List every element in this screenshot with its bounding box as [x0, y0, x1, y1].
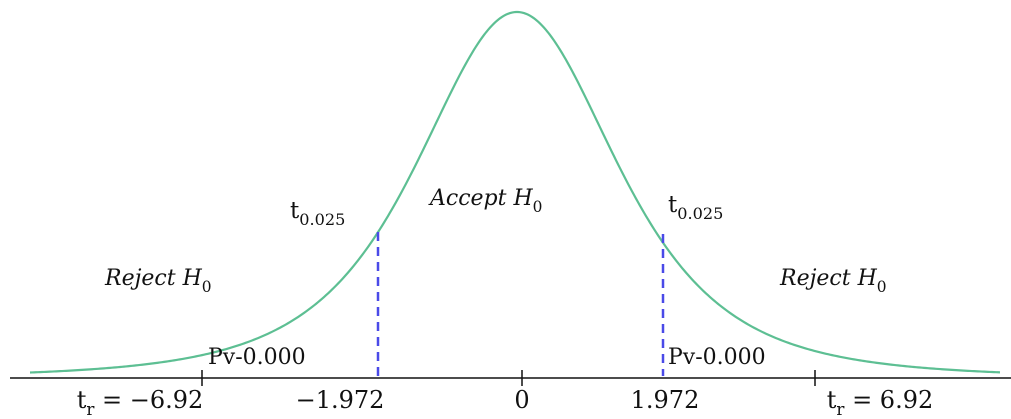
text-part: t — [290, 198, 300, 224]
text-part: 0 — [514, 386, 529, 414]
region-label: Reject H0 — [779, 266, 887, 296]
axis-label: 1.972 — [631, 386, 700, 414]
text-part: Reject H — [104, 266, 203, 291]
subscript: r — [86, 399, 95, 419]
subscript: r — [836, 399, 845, 419]
text-part: = 6.92 — [844, 386, 933, 414]
text-part: 1.972 — [631, 386, 700, 414]
critical-label: t0.025 — [290, 198, 345, 229]
axis-label: 0 — [514, 386, 529, 414]
critical-label: t0.025 — [668, 192, 723, 223]
text-part: Reject H — [779, 266, 878, 291]
p-value: Pv-0.000 — [208, 345, 306, 370]
text-part: = −6.92 — [94, 386, 203, 414]
region-label: Reject H0 — [104, 266, 212, 296]
text-part: Accept H — [428, 186, 533, 211]
text-part: t — [668, 192, 678, 218]
region-label: Accept H0 — [428, 186, 542, 216]
subscript: 0 — [533, 198, 543, 216]
axis-label: tr = 6.92 — [827, 386, 934, 419]
text-part: t — [77, 386, 87, 414]
text-part: t — [827, 386, 837, 414]
subscript: 0 — [877, 278, 887, 296]
subscript: 0.025 — [677, 204, 723, 223]
density-curve — [29, 10, 1001, 374]
axis-label: tr = −6.92 — [77, 386, 204, 419]
axis-label: −1.972 — [296, 386, 385, 414]
text-part: −1.972 — [296, 386, 385, 414]
p-value: Pv-0.000 — [668, 345, 766, 370]
subscript: 0.025 — [299, 210, 345, 229]
subscript: 0 — [202, 278, 212, 296]
